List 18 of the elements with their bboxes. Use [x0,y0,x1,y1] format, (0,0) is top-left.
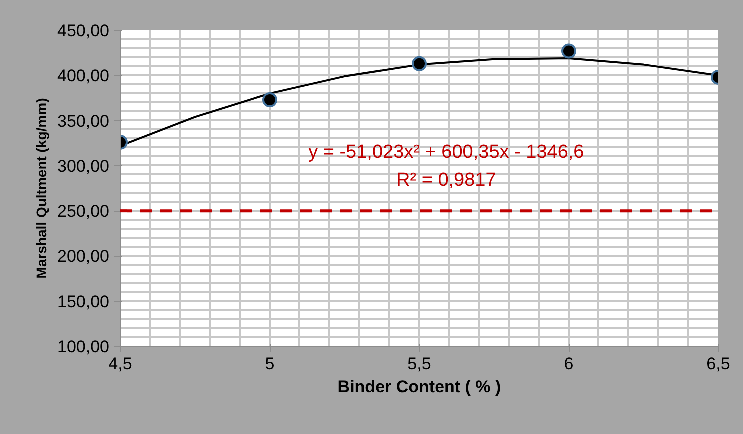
annotation: y = -51,023x² + 600,35x - 1346,6 [308,142,584,163]
x-tick-label: 5 [265,354,275,374]
x-tick-label: 5,5 [408,354,432,374]
y-tick-label: 100,00 [58,338,110,356]
y-tick-label: 200,00 [58,247,110,266]
x-tick-label: 6 [564,354,574,374]
y-tick-label: 350,00 [58,112,110,131]
x-axis-title: Binder Content ( % ) [338,378,502,396]
annotation: R² = 0,9817 [396,170,496,191]
y-axis-title: Marshall Qultment (kg/mm) [34,98,50,279]
x-tick-label: 4,5 [108,354,132,374]
y-tick-label: 450,00 [58,22,110,40]
y-tick-label: 250,00 [58,202,110,222]
point [412,56,427,72]
y-tick-label: 150,00 [58,292,110,312]
y-tick-label: 300,00 [58,156,110,176]
y-tick-label: 400,00 [58,66,110,86]
x-tick-label: 6,5 [706,354,730,374]
